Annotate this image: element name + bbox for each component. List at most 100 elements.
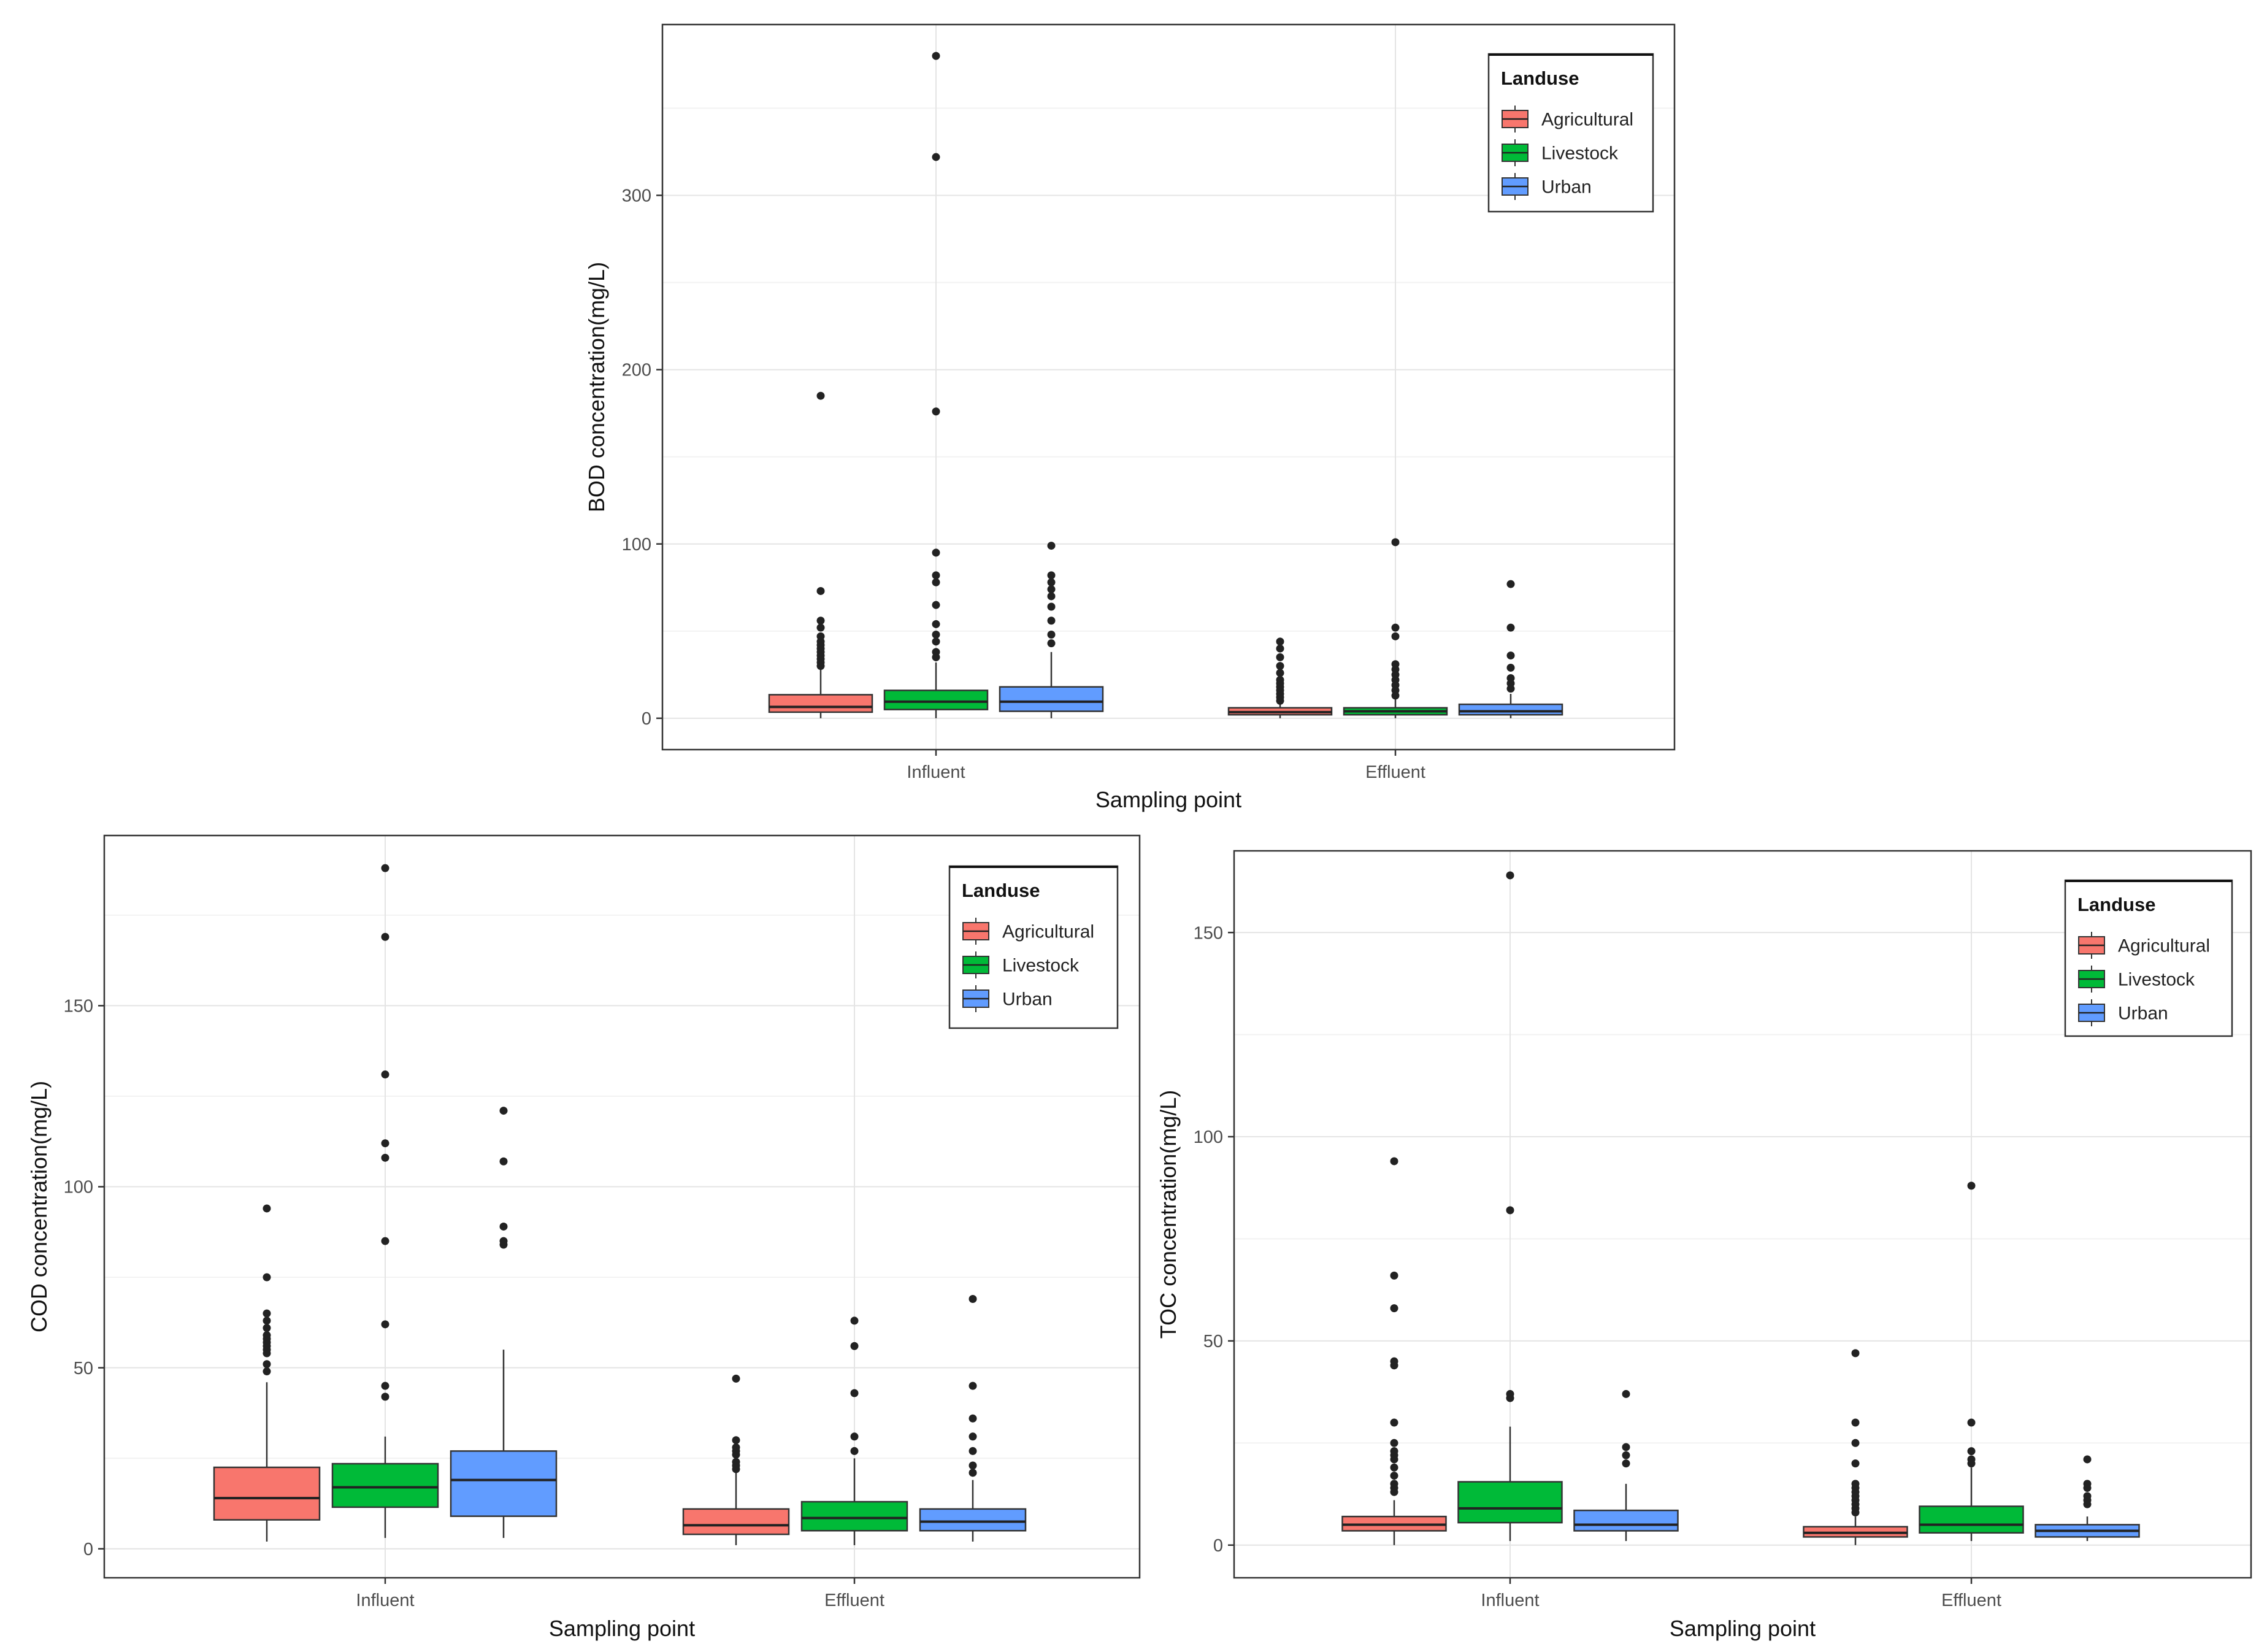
box-livestock-effluent — [1343, 538, 1448, 718]
box-iqr — [768, 694, 873, 713]
box-iqr — [919, 1508, 1027, 1532]
outlier-point — [932, 637, 940, 646]
outlier-point — [381, 864, 389, 872]
x-axis-title: Sampling point — [1670, 1616, 1816, 1641]
y-tick-label: 300 — [622, 186, 651, 206]
y-tick-label: 150 — [64, 997, 93, 1016]
legend-item-agricultural: Agricultural — [2118, 936, 2210, 956]
plot-border — [103, 834, 1141, 1579]
box-iqr — [883, 690, 989, 710]
box-livestock-influent — [883, 52, 989, 718]
outlier-point — [1047, 578, 1056, 586]
box-urban-influent — [450, 1107, 558, 1539]
outlier-point — [816, 391, 825, 400]
outlier-point — [850, 1342, 859, 1350]
outlier-point — [816, 623, 825, 632]
box-agricultural-influent — [768, 391, 873, 718]
outlier-point — [850, 1432, 859, 1441]
outlier-point — [1390, 1157, 1398, 1166]
outlier-point — [1047, 542, 1056, 550]
outlier-point — [2083, 1492, 2092, 1500]
legend-title: Landuse — [962, 880, 1040, 901]
outlier-point — [932, 578, 940, 586]
outlier-point — [1506, 580, 1515, 588]
x-tick-label: Influent — [1481, 1591, 1539, 1610]
y-tick-label: 100 — [64, 1178, 93, 1197]
outlier-point — [850, 1389, 859, 1397]
plot-border — [661, 23, 1676, 751]
box-urban-influent — [1573, 1389, 1679, 1542]
x-tick-label: Influent — [907, 763, 965, 782]
outlier-point — [1276, 662, 1284, 670]
outlier-point — [381, 1139, 389, 1148]
outlier-point — [263, 1360, 271, 1369]
outlier-point — [969, 1295, 977, 1304]
outlier-point — [263, 1204, 271, 1213]
outlier-point — [816, 632, 825, 640]
plot-border — [1233, 850, 2252, 1579]
outlier-point — [969, 1432, 977, 1441]
outlier-point — [1047, 571, 1056, 580]
outlier-point — [1047, 592, 1056, 601]
box-agricultural-influent — [213, 1204, 321, 1542]
box-agricultural-effluent — [1803, 1349, 1908, 1545]
y-tick-label: 100 — [1194, 1128, 1223, 1147]
box-iqr — [1573, 1509, 1679, 1532]
outlier-point — [969, 1469, 977, 1477]
y-axis-title: BOD concentration(mg/L) — [584, 262, 609, 512]
outlier-point — [381, 1070, 389, 1079]
outlier-point — [732, 1374, 740, 1383]
box-urban-effluent — [919, 1295, 1027, 1542]
box-iqr — [1457, 1481, 1563, 1524]
box-iqr — [331, 1462, 439, 1508]
box-agricultural-effluent — [1227, 637, 1333, 718]
outlier-point — [1390, 1463, 1398, 1472]
box-livestock-effluent — [1919, 1181, 2024, 1542]
outlier-point — [850, 1446, 859, 1455]
outlier-point — [263, 1273, 271, 1281]
outlier-point — [1967, 1455, 1976, 1464]
legend: Landuse Agricultural Livestock Urban — [1487, 53, 1654, 213]
panel-top: 0 100 200 300 Influent Effluent Sampling point… — [584, 23, 1676, 812]
outlier-point — [932, 648, 940, 656]
outlier-point — [969, 1381, 977, 1390]
legend: Landuse Agricultural Livestock Urban — [2064, 879, 2233, 1037]
outlier-point — [263, 1331, 271, 1340]
legend-title: Landuse — [2077, 894, 2155, 915]
outlier-point — [381, 1320, 389, 1329]
box-livestock-influent — [1457, 871, 1563, 1542]
y-tick-label: 200 — [622, 361, 651, 380]
outlier-point — [1276, 669, 1284, 677]
box-iqr — [1919, 1505, 2024, 1534]
outlier-point — [969, 1414, 977, 1423]
outlier-point — [1391, 632, 1400, 640]
outlier-point — [263, 1367, 271, 1376]
legend-item-agricultural: Agricultural — [1002, 922, 1094, 942]
outlier-point — [732, 1458, 740, 1466]
outlier-point — [1047, 639, 1056, 648]
outlier-point — [1967, 1181, 1976, 1190]
panel-bottom-left: 0 50 100 150 Influent Effluent Sampling point C… — [26, 834, 1141, 1641]
outlier-point — [1390, 1357, 1398, 1366]
outlier-point — [932, 620, 940, 628]
outlier-point — [850, 1316, 859, 1325]
y-tick-label: 150 — [1194, 923, 1223, 943]
outlier-point — [1047, 630, 1056, 639]
outlier-point — [1851, 1439, 1860, 1447]
x-tick-label: Influent — [356, 1591, 414, 1610]
outlier-point — [1391, 623, 1400, 632]
outlier-point — [932, 407, 940, 416]
y-axis-title: TOC concentration(mg/L) — [1156, 1090, 1181, 1339]
outlier-point — [1390, 1271, 1398, 1280]
y-tick-label: 100 — [622, 535, 651, 555]
outlier-point — [1276, 675, 1284, 684]
outlier-point — [1391, 660, 1400, 669]
outlier-point — [1506, 623, 1515, 632]
outlier-point — [499, 1237, 508, 1245]
outlier-point — [263, 1316, 271, 1325]
legend-item-livestock: Livestock — [2118, 970, 2195, 990]
outlier-point — [499, 1222, 508, 1231]
outlier-point — [1390, 1472, 1398, 1480]
outlier-point — [732, 1436, 740, 1445]
